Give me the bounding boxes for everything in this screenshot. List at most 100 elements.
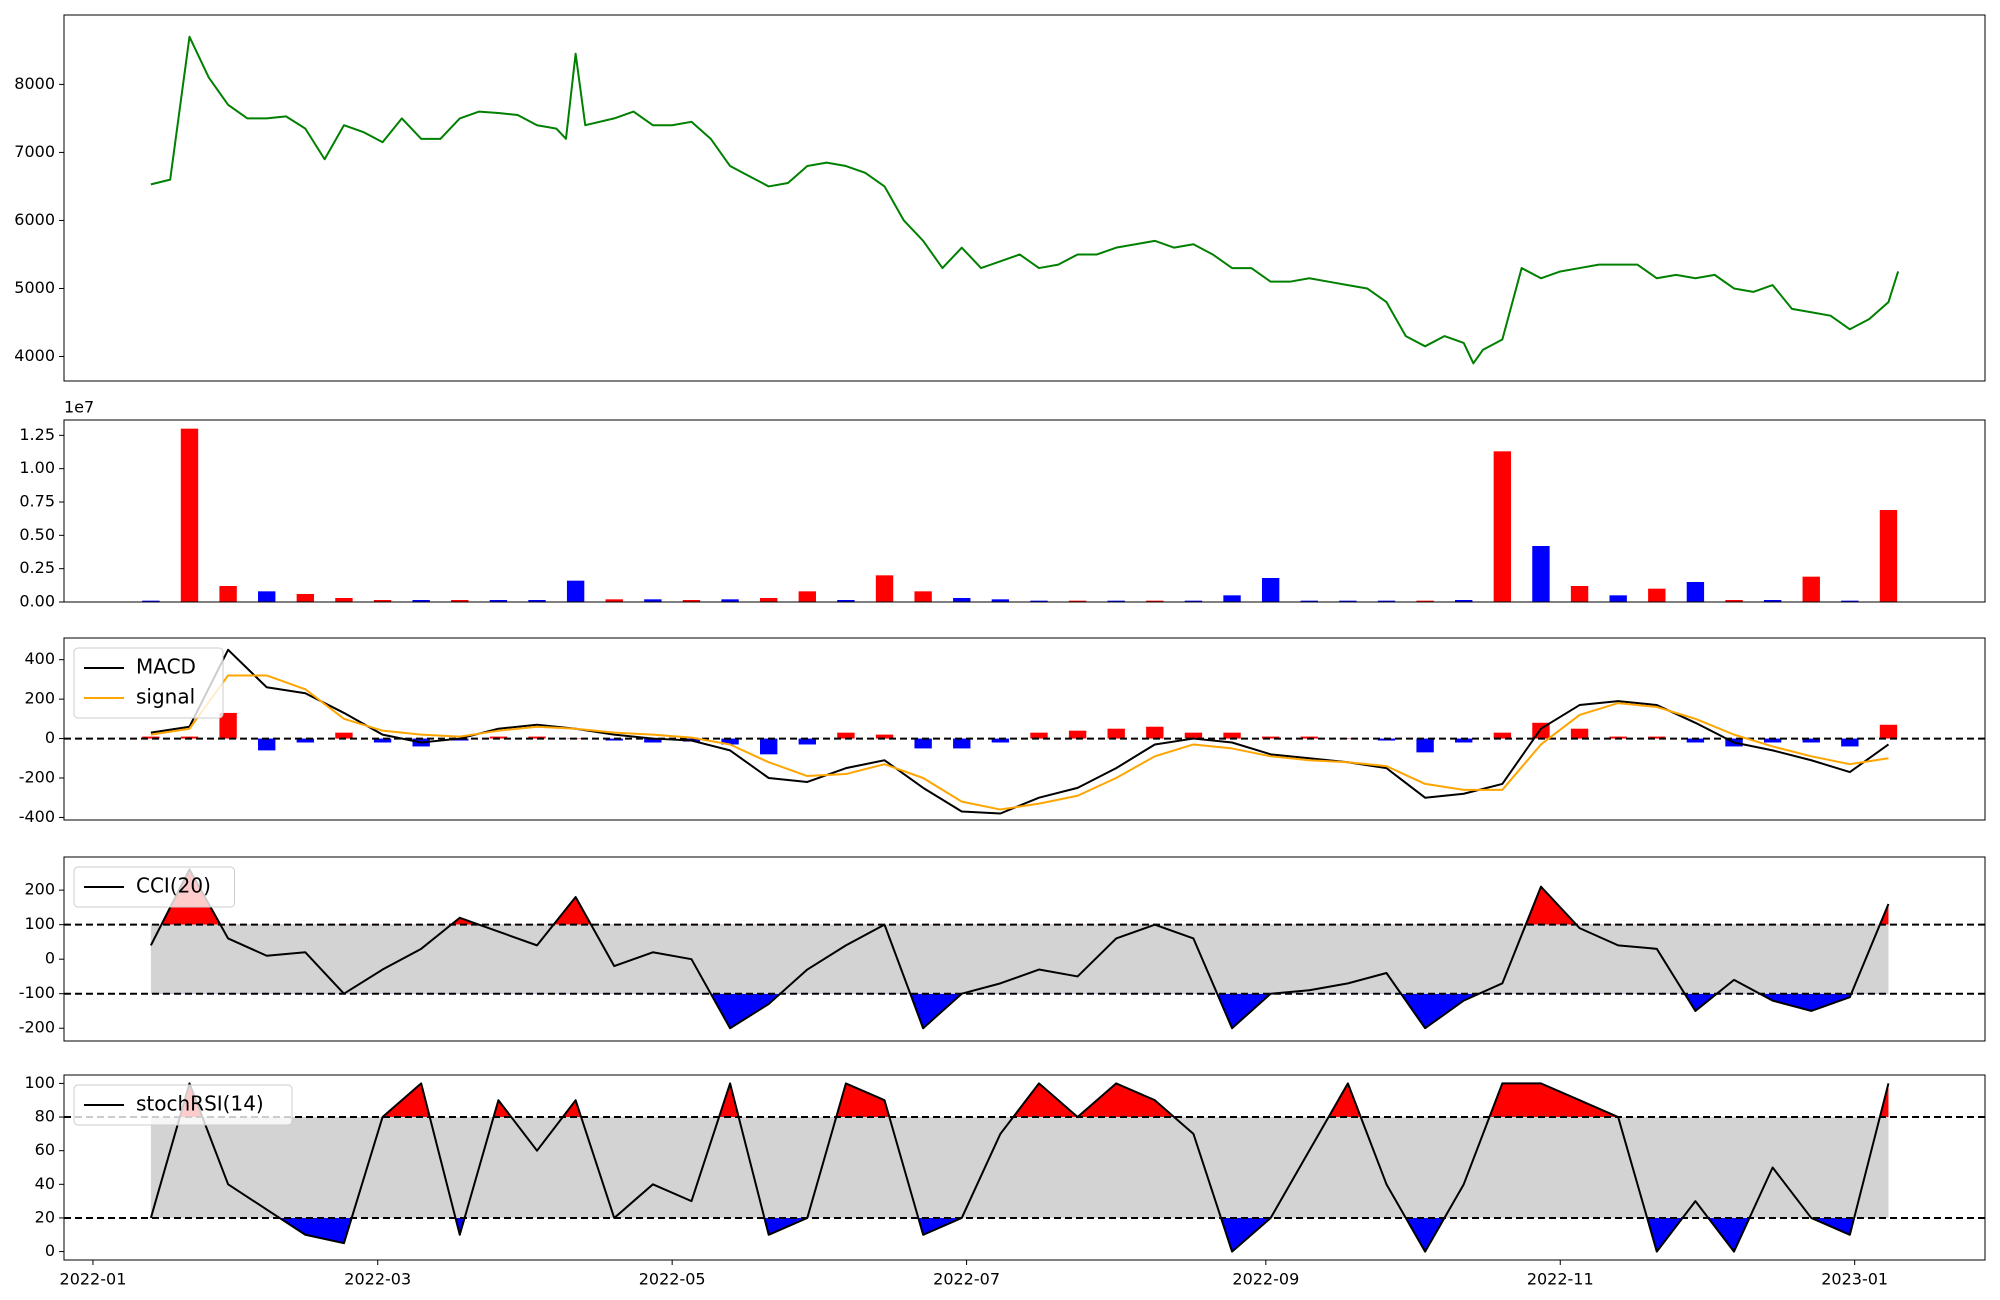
bar [721,738,739,745]
neutral-band [150,1117,1889,1218]
bar [489,600,508,602]
x-tick-label: 2023-01 [1821,1270,1888,1289]
legend-label: stochRSI(14) [136,1092,264,1116]
bar [1686,738,1705,743]
bar [1223,732,1241,739]
bar [953,598,971,602]
x-tick-label: 2022-11 [1527,1270,1594,1289]
line [149,868,1890,1030]
y-tick-label: 0.50 [19,525,55,544]
bar [1107,600,1125,602]
bar [875,734,894,739]
x-tick-label: 2022-01 [60,1270,127,1289]
bar [180,428,199,602]
bar [296,738,315,743]
bar [258,738,276,751]
plot-frame [63,419,1986,603]
bar [914,591,932,602]
y-tick-label: 0 [45,728,55,747]
legend-box [73,1084,293,1126]
bar [528,600,546,602]
bar [1223,595,1241,602]
line [150,674,1889,811]
y-tick-label: 0 [45,1241,55,1260]
bar [219,586,237,602]
offset-label: 1e7 [64,398,94,417]
bar [335,732,353,739]
bar [1107,728,1125,739]
line [149,1082,1890,1253]
bar [1648,736,1666,739]
bar [1648,588,1666,602]
bar [1339,738,1357,740]
bar [451,600,469,602]
y-tick-label: 0 [45,949,55,968]
y-tick-label: 4000 [14,346,55,365]
neutral-band [150,924,1889,994]
bar [837,732,855,739]
x-tick-label: 2022-07 [933,1270,1000,1289]
plot-frame [63,1074,1986,1261]
bar [798,738,816,745]
bar [1609,595,1627,602]
bar [219,712,237,739]
legend-label: signal [136,685,195,709]
y-tick-label: 40 [35,1174,55,1193]
y-tick-label: -200 [19,768,55,787]
bar [1184,732,1203,739]
y-tick-label: 0.75 [19,492,55,511]
bar [1841,738,1859,747]
bar [1841,600,1859,602]
y-tick-label: 200 [24,689,55,708]
bar [296,594,315,602]
y-tick-label: 7000 [14,142,55,161]
bar [1532,546,1550,602]
bar [953,738,971,749]
bar [1455,738,1473,743]
y-tick-label: 8000 [14,74,55,93]
y-tick-label: -200 [19,1018,55,1037]
fill-above [179,1083,1889,1118]
legend: stochRSI(14) [73,1084,293,1126]
x-tick-label: 2022-03 [344,1270,411,1289]
bar [1339,600,1357,602]
legend-label: CCI(20) [136,874,211,898]
y-tick-label: 20 [35,1207,55,1226]
y-tick-label: 100 [24,1073,55,1092]
bar [721,599,739,602]
y-tick-label: 400 [24,649,55,668]
bar [412,600,430,602]
y-tick-label: -400 [19,807,55,826]
legend-label: MACD [136,655,196,679]
fill-above [150,869,1889,925]
fill-below [710,993,1852,1029]
bar [1802,738,1820,743]
legend-box [73,647,224,719]
bar [644,738,662,743]
bar [1493,451,1512,602]
x-tick-label: 2022-09 [1232,1270,1299,1289]
bar [1416,600,1434,602]
legend: CCI(20) [73,866,235,908]
y-tick-label: 6000 [14,210,55,229]
bar [1570,728,1589,739]
bar [335,598,353,602]
bar [1030,732,1048,739]
bar [1377,600,1396,602]
bar [760,598,778,602]
bar [1763,738,1782,743]
bar [373,600,392,602]
y-tick-label: 100 [24,914,55,933]
plot-frame [63,856,1986,1042]
bar [1879,510,1898,602]
y-tick-label: 0.00 [19,592,55,611]
bar [142,600,160,602]
y-tick-label: -100 [19,983,55,1002]
bar [1493,732,1512,739]
bar [644,599,662,602]
bar [1725,600,1743,602]
bar [991,599,1010,602]
bar [875,575,894,602]
bar [1300,600,1318,602]
bar [682,600,701,602]
